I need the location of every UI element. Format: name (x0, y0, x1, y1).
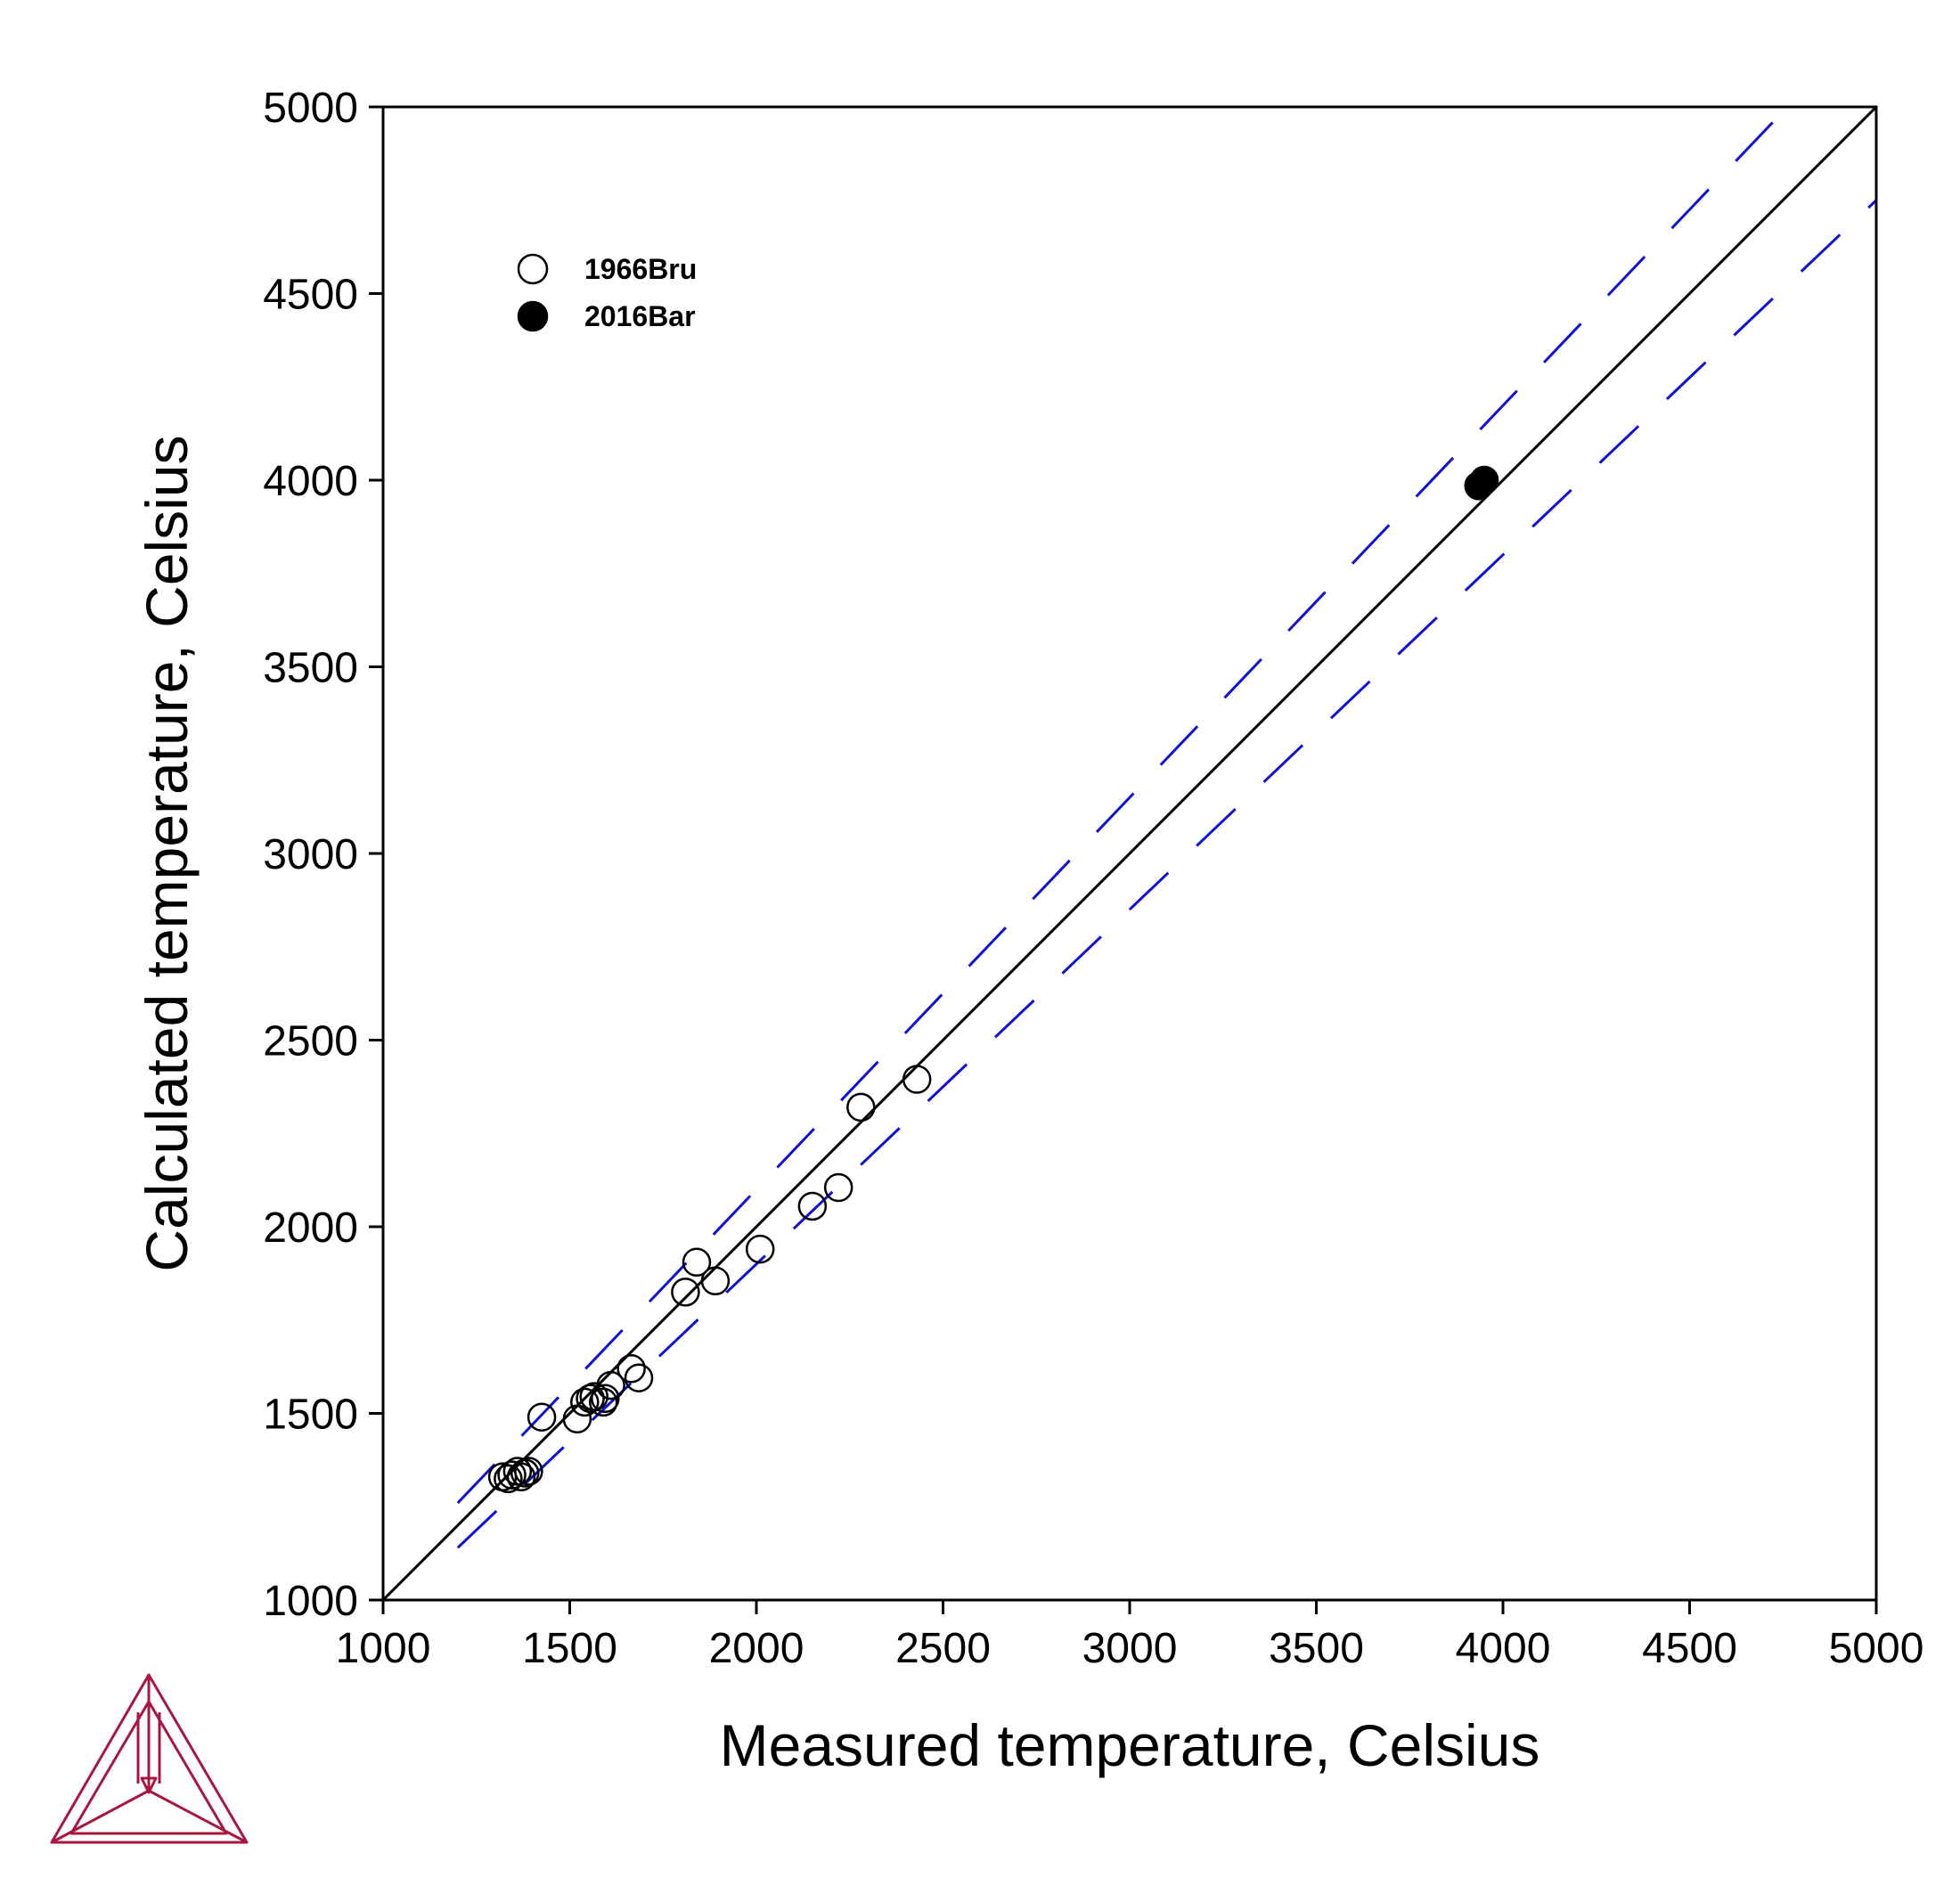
thermo-calc-logo-icon (50, 1673, 249, 1844)
data-point-1966Bru (745, 1234, 775, 1264)
data-point-1966Bru (527, 1402, 557, 1432)
legend-marker (517, 300, 549, 332)
data-point-1966Bru (514, 1457, 543, 1486)
data-point-1966Bru (671, 1278, 700, 1307)
reference-line-identity (383, 107, 1876, 1600)
legend-marker (517, 253, 549, 285)
y-tick-label: 2500 (263, 1018, 358, 1065)
data-point-1966Bru (570, 1387, 600, 1417)
legend-label: 1966Bru (584, 253, 697, 285)
data-point-1966Bru (596, 1370, 625, 1400)
data-point-1966Bru (617, 1353, 646, 1384)
y-tick-label: 4000 (263, 458, 358, 505)
legend: 1966Bru 2016Bar (517, 253, 697, 332)
x-tick-label: 1000 (336, 1625, 431, 1672)
x-axis: 1000 1500 2000 2500 3000 3500 4000 4500 5000 (336, 1600, 1924, 1672)
x-tick-label: 2500 (895, 1625, 991, 1672)
reference-line-upper (456, 107, 1790, 1505)
data-point-1966Bru (494, 1464, 523, 1494)
data-point-1966Bru (562, 1404, 592, 1434)
data-point-1966Bru (846, 1092, 876, 1123)
x-tick-label: 3500 (1269, 1625, 1364, 1672)
y-axis-title: Calculated temperature, Celsius (134, 435, 200, 1271)
reference-line-lower (456, 199, 1876, 1549)
data-point-1966Bru (591, 1384, 620, 1413)
data-point-1966Bru (497, 1460, 527, 1490)
data-point-1966Bru (624, 1363, 654, 1392)
y-tick-label: 1000 (263, 1578, 358, 1625)
x-tick-label: 1500 (522, 1625, 617, 1672)
data-point-1966Bru (506, 1462, 536, 1491)
y-tick-label: 3000 (263, 831, 358, 878)
data-point-1966Bru (576, 1384, 605, 1413)
data-point-1966Bru (823, 1172, 853, 1203)
x-axis-title: Measured temperature, Celsius (720, 1712, 1540, 1778)
data-point-1966Bru (579, 1382, 608, 1411)
y-axis: 1000 1500 2000 2500 3000 3500 4000 4500 5000 (263, 85, 383, 1625)
data-point-1966Bru (682, 1247, 712, 1278)
y-tick-label: 5000 (263, 85, 358, 132)
x-tick-label: 3000 (1082, 1625, 1178, 1672)
y-tick-label: 4500 (263, 272, 358, 319)
legend-label: 2016Bar (584, 300, 696, 332)
x-tick-label: 4000 (1456, 1625, 1551, 1672)
reference-lines (383, 107, 1876, 1600)
data-points (487, 465, 1499, 1494)
data-point-1966Bru (510, 1458, 540, 1488)
x-tick-label: 2000 (709, 1625, 804, 1672)
x-tick-label: 5000 (1829, 1625, 1924, 1672)
data-point-1966Bru (588, 1387, 618, 1417)
y-tick-label: 3500 (263, 645, 358, 692)
data-point-1966Bru (700, 1266, 731, 1296)
x-tick-label: 4500 (1642, 1625, 1737, 1672)
data-point-2016Bar (1469, 465, 1499, 495)
y-tick-label: 1500 (263, 1392, 358, 1439)
y-tick-label: 2000 (263, 1204, 358, 1252)
data-point-1966Bru (902, 1065, 932, 1094)
data-point-1966Bru (797, 1191, 828, 1221)
